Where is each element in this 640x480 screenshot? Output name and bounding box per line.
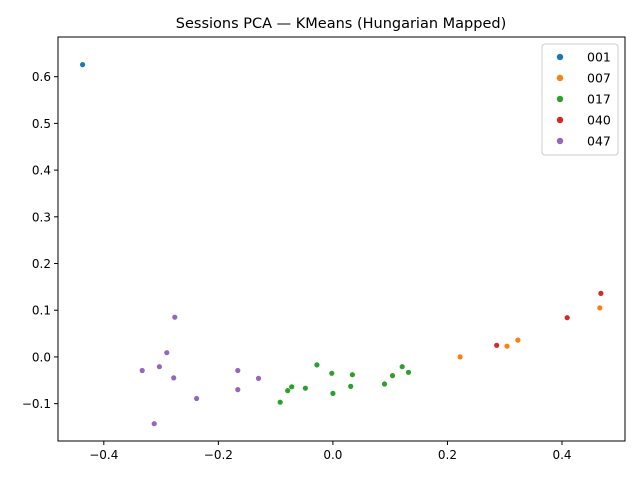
- y-tick-label: 0.6: [32, 70, 51, 84]
- point-047-3: [171, 375, 177, 381]
- point-047-9: [255, 375, 262, 381]
- legend-marker-040: [556, 116, 564, 124]
- x-tick-label: 0.4: [552, 448, 571, 462]
- legend-marker-017: [556, 95, 564, 103]
- point-047-5: [151, 421, 157, 427]
- legend-marker-007: [556, 74, 564, 82]
- point-047-1: [156, 364, 162, 370]
- x-tick-label: −0.4: [89, 448, 118, 462]
- point-017-6: [330, 390, 336, 396]
- y-tick-label: −0.1: [22, 397, 51, 411]
- point-017-3: [302, 385, 308, 391]
- point-047-4: [172, 314, 178, 320]
- x-axis: −0.4 −0.2 0.0 0.2 0.4: [89, 441, 572, 462]
- point-040-0: [494, 342, 500, 348]
- point-017-10: [389, 373, 396, 379]
- legend-label-007: 007: [587, 71, 611, 86]
- point-017-12: [405, 369, 412, 375]
- point-047-8: [235, 387, 241, 393]
- y-tick-label: 0.0: [32, 350, 51, 364]
- point-017-5: [329, 370, 335, 376]
- legend-label-001: 001: [587, 50, 611, 65]
- legend-box: [541, 43, 619, 156]
- legend-label-047: 047: [587, 134, 611, 149]
- legend-marker-047: [556, 137, 564, 145]
- point-017-9: [381, 381, 388, 387]
- y-tick-label: 0.1: [32, 304, 51, 318]
- point-017-1: [285, 388, 291, 394]
- point-017-4: [314, 362, 320, 368]
- point-047-7: [235, 367, 241, 374]
- y-tick-label: 0.4: [32, 164, 51, 178]
- plot-points: [80, 62, 604, 427]
- point-040-2: [598, 290, 604, 296]
- legend: 001 007 017 040 047: [541, 43, 619, 156]
- point-017-2: [289, 384, 295, 390]
- point-007-0: [457, 354, 463, 360]
- y-tick-label: 0.3: [32, 210, 51, 224]
- y-tick-label: 0.5: [32, 117, 51, 131]
- point-017-11: [399, 364, 405, 370]
- point-047-2: [164, 350, 170, 356]
- y-tick-label: 0.2: [32, 257, 51, 271]
- chart-title: Sessions PCA — KMeans (Hungarian Mapped): [176, 16, 506, 32]
- point-047-0: [139, 367, 145, 374]
- plot-frame: [57, 36, 626, 442]
- point-017-0: [277, 399, 283, 405]
- point-047-6: [194, 395, 200, 402]
- x-tick-label: −0.2: [204, 448, 233, 462]
- point-007-2: [515, 337, 521, 343]
- point-001-0: [80, 62, 86, 68]
- x-tick-label: 0.0: [323, 448, 342, 462]
- x-tick-label: 0.2: [438, 448, 457, 462]
- legend-label-040: 040: [587, 113, 611, 128]
- point-007-1: [504, 343, 510, 349]
- point-017-8: [349, 372, 355, 378]
- point-040-1: [564, 315, 570, 321]
- legend-label-017: 017: [587, 92, 611, 107]
- legend-marker-001: [556, 53, 564, 61]
- y-axis: −0.1 0.0 0.1 0.2 0.3 0.4 0.5 0.6: [22, 70, 58, 411]
- point-017-7: [348, 383, 354, 389]
- point-007-3: [597, 305, 603, 311]
